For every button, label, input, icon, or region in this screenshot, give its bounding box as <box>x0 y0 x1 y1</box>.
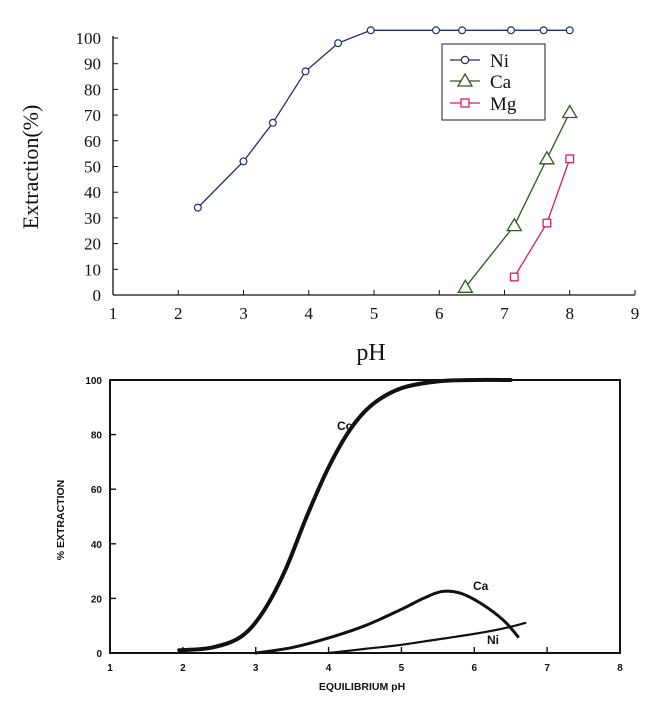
extraction-vs-ph-chart: 1 2 3 4 5 6 7 8 9 0 10 20 30 40 50 60 70 80 90 100 pH Extr… <box>18 26 640 366</box>
curve-co <box>177 377 513 653</box>
top-chart-legend: Ni Ca Mg <box>441 43 546 121</box>
top-x-tick-label: 3 <box>239 304 248 323</box>
bottom-x-tick-label: 5 <box>399 663 405 674</box>
bottom-chart-y-axis-label: % EXTRACTION <box>55 480 67 561</box>
bottom-x-tick-label: 1 <box>107 663 113 674</box>
data-point-ca <box>457 278 474 293</box>
data-point-ca <box>561 104 578 119</box>
data-point-ni <box>268 118 277 127</box>
bottom-x-tick-label: 8 <box>617 663 623 674</box>
top-x-tick-label: 5 <box>370 304 379 323</box>
legend-label-mg: Mg <box>490 94 517 115</box>
data-point-mg <box>509 272 519 282</box>
top-y-tick-label: 20 <box>84 235 101 254</box>
curve-label-ca: Ca <box>473 579 489 593</box>
top-x-tick-label: 2 <box>174 304 183 323</box>
legend-marker-ca <box>456 72 474 87</box>
top-y-tick-label: 80 <box>84 80 101 99</box>
legend-marker-ni <box>460 55 470 65</box>
data-point-ni <box>301 67 310 76</box>
bottom-chart-ticks <box>109 379 621 654</box>
bottom-y-tick-label: 100 <box>85 376 102 387</box>
data-point-ni <box>334 39 343 48</box>
bottom-x-tick-label: 6 <box>472 663 478 674</box>
bottom-y-tick-label: 60 <box>91 485 103 496</box>
top-chart-series-group <box>193 26 578 293</box>
data-point-ni <box>458 26 467 35</box>
top-y-tick-label: 90 <box>84 55 101 74</box>
data-point-mg <box>565 154 575 164</box>
top-y-tick-label: 30 <box>84 209 101 228</box>
bottom-y-tick-label: 20 <box>91 594 103 605</box>
legend-entry-mg: Mg <box>450 94 517 115</box>
bottom-x-tick-label: 7 <box>544 663 550 674</box>
top-x-tick-label: 9 <box>631 304 640 323</box>
legend-label-ca: Ca <box>490 72 512 93</box>
data-point-ni <box>366 26 375 35</box>
curve-label-co: Co <box>337 419 353 433</box>
data-point-mg <box>542 218 552 228</box>
legend-entry-ni: Ni <box>450 51 509 72</box>
legend-marker-mg <box>460 98 470 108</box>
top-chart-axes <box>112 36 636 296</box>
top-chart-y-tick-labels: 0 10 20 30 40 50 60 70 80 90 100 <box>76 29 102 305</box>
bottom-x-tick-label: 3 <box>253 663 259 674</box>
top-y-tick-label: 0 <box>93 286 102 305</box>
top-y-tick-label: 100 <box>76 29 102 48</box>
bottom-chart-x-axis-label: EQUILIBRIUM pH <box>319 681 405 693</box>
equilibrium-ph-extraction-chart: 1 2 3 4 5 6 7 8 0 20 40 60 80 100 EQUILIBRIUM pH % E… <box>55 376 623 693</box>
legend-label-ni: Ni <box>490 51 509 72</box>
legend-box <box>441 43 546 121</box>
series-mg <box>509 154 575 282</box>
top-y-tick-label: 50 <box>84 158 101 177</box>
legend-entry-ca: Ca <box>450 72 512 93</box>
top-y-tick-label: 70 <box>84 106 101 125</box>
data-point-ca <box>538 150 556 165</box>
curve-ni <box>327 621 527 655</box>
top-x-tick-label: 1 <box>109 304 118 323</box>
top-y-tick-label: 10 <box>84 260 101 279</box>
data-point-ni <box>431 26 440 35</box>
series-ni <box>193 26 574 212</box>
bottom-x-tick-label: 4 <box>326 663 332 674</box>
bottom-chart-x-tick-labels: 1 2 3 4 5 6 7 8 <box>107 663 623 674</box>
bottom-y-tick-label: 0 <box>96 649 102 660</box>
top-x-tick-label: 7 <box>500 304 509 323</box>
top-x-tick-label: 4 <box>305 304 314 323</box>
bottom-x-tick-label: 2 <box>180 663 186 674</box>
data-point-ca <box>506 217 523 232</box>
data-point-ni <box>565 26 574 35</box>
bottom-chart-y-tick-labels: 0 20 40 60 80 100 <box>85 376 102 660</box>
data-point-ni <box>239 157 248 166</box>
bottom-chart-frame <box>109 379 621 654</box>
bottom-y-tick-label: 40 <box>91 540 103 551</box>
series-ca <box>457 104 578 293</box>
top-y-tick-label: 60 <box>84 132 101 151</box>
data-point-ni <box>507 26 516 35</box>
top-chart-x-tick-labels: 1 2 3 4 5 6 7 8 9 <box>109 304 640 323</box>
curve-label-ni: Ni <box>487 633 499 647</box>
top-y-tick-label: 40 <box>84 183 101 202</box>
series-line-ca <box>464 112 571 288</box>
curve-ca <box>254 589 520 655</box>
series-line-mg <box>513 158 571 278</box>
bottom-chart-series-group <box>177 377 527 655</box>
data-point-ni <box>193 203 202 212</box>
data-point-ni <box>539 26 548 35</box>
top-x-tick-label: 8 <box>566 304 575 323</box>
top-chart-x-axis-label: pH <box>356 340 385 366</box>
bottom-y-tick-label: 80 <box>91 431 103 442</box>
top-chart-y-axis-label: Extraction(%) <box>18 105 43 230</box>
top-x-tick-label: 6 <box>435 304 444 323</box>
